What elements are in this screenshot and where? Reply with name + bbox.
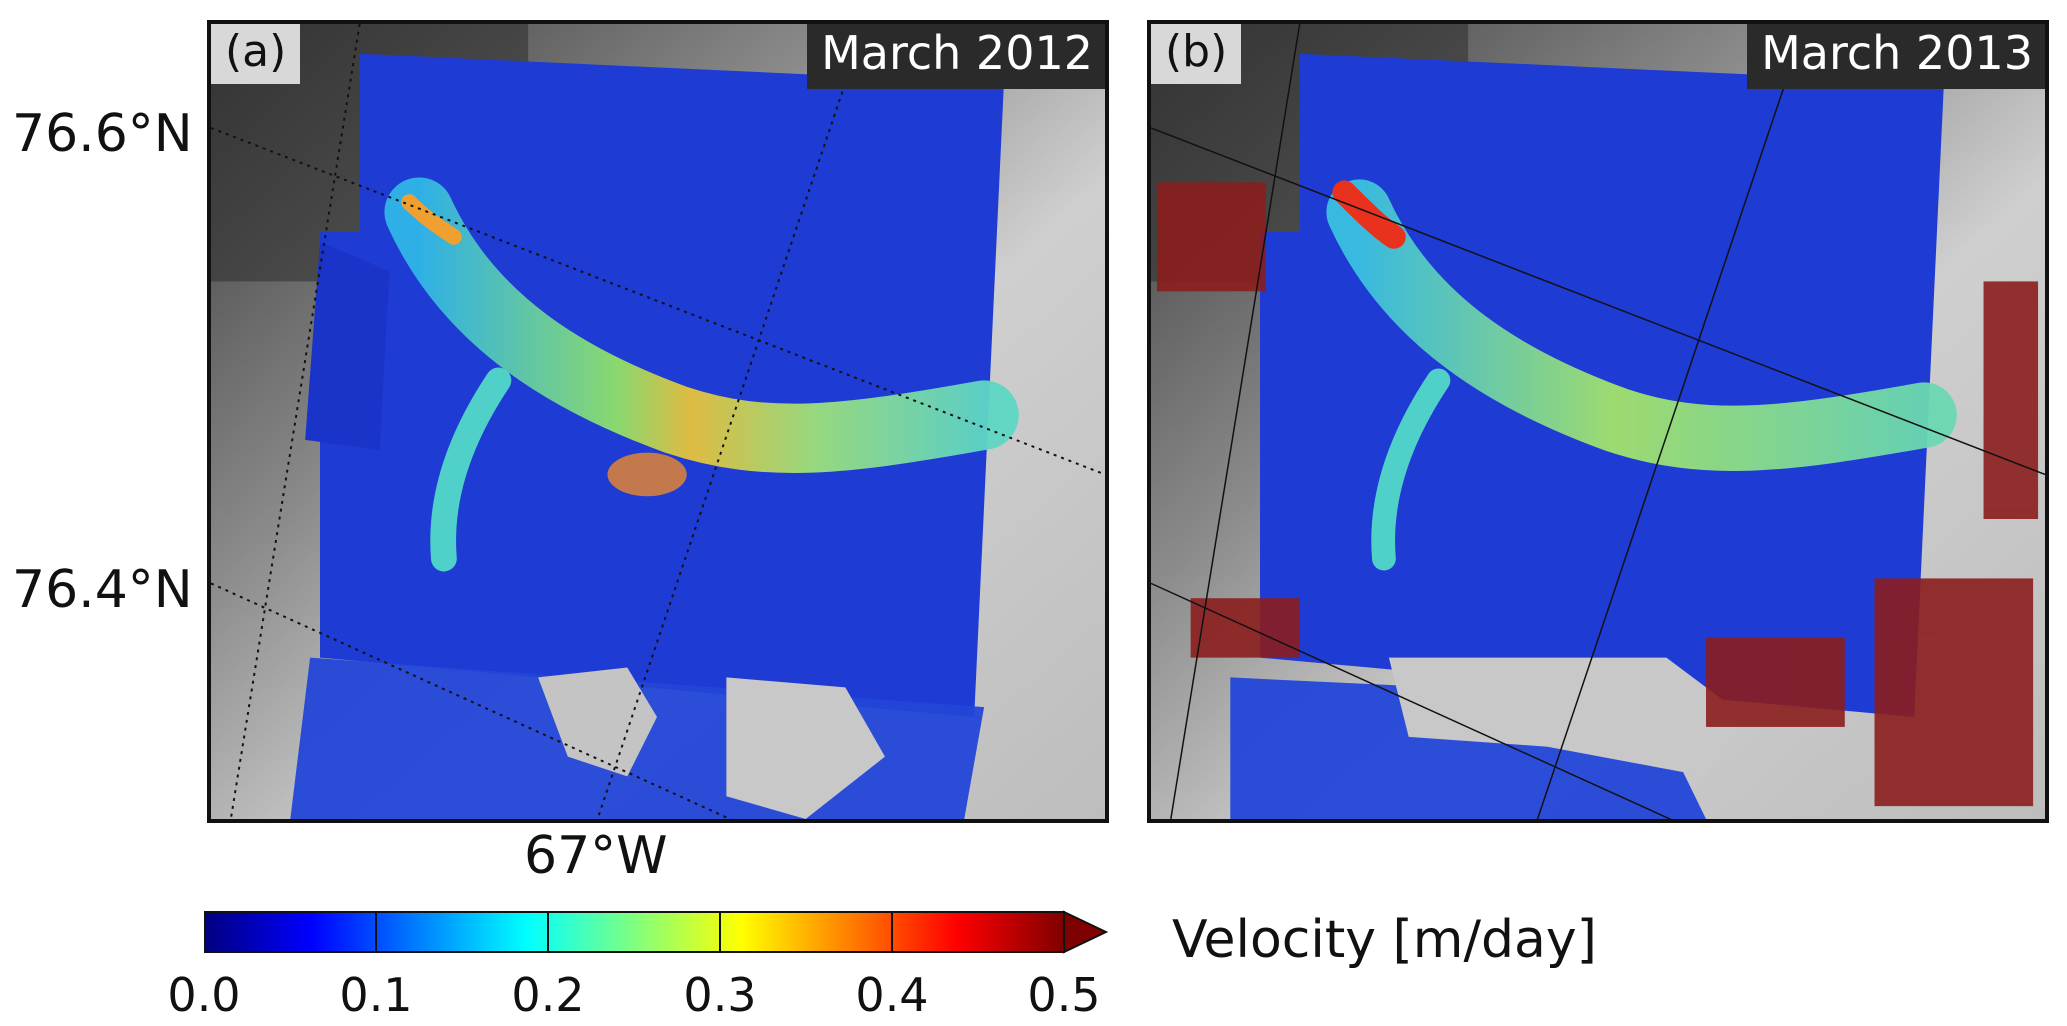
panel-label: (a) (211, 24, 301, 85)
latitude-label: 76.6°N (12, 104, 193, 164)
colorbar-title: Velocity [m/day] (1172, 910, 1597, 970)
velocity-colorbar (204, 910, 1108, 954)
colorbar-tick: 0.4 (855, 968, 929, 1022)
velocity-map-a (211, 24, 1105, 819)
velocity-map-b (1151, 24, 2045, 819)
colorbar-tick: 0.2 (511, 968, 585, 1022)
colorbar-tick: 0.1 (339, 968, 413, 1022)
panel-date: March 2013 (1747, 24, 2045, 89)
longitude-label: 67°W (524, 826, 668, 886)
panel-label: (b) (1151, 24, 1242, 85)
colorbar-tick: 0.0 (167, 968, 241, 1022)
latitude-label: 76.4°N (12, 560, 193, 620)
map-panel-a: (a) March 2012 (207, 20, 1109, 823)
colorbar-tick: 0.5 (1027, 968, 1101, 1022)
panel-date: March 2012 (807, 24, 1105, 89)
colorbar-tick: 0.3 (683, 968, 757, 1022)
map-panel-b: (b) March 2013 (1147, 20, 2049, 823)
